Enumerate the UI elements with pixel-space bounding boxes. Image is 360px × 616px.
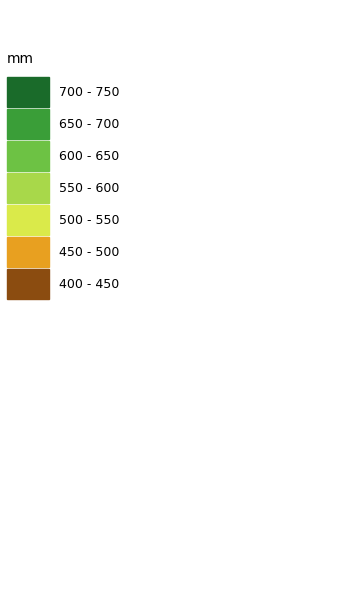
- Text: 700 - 750: 700 - 750: [59, 86, 120, 99]
- Text: 500 - 550: 500 - 550: [59, 214, 120, 227]
- Text: 400 - 450: 400 - 450: [59, 278, 120, 291]
- Bar: [7, 237, 49, 267]
- Bar: [7, 77, 49, 107]
- Bar: [7, 173, 49, 203]
- Text: mm: mm: [7, 52, 34, 66]
- Text: 600 - 650: 600 - 650: [59, 150, 120, 163]
- Bar: [7, 141, 49, 171]
- Bar: [7, 205, 49, 235]
- Text: 450 - 500: 450 - 500: [59, 246, 120, 259]
- Bar: [7, 269, 49, 299]
- Bar: [7, 109, 49, 139]
- Text: 650 - 700: 650 - 700: [59, 118, 120, 131]
- Text: 550 - 600: 550 - 600: [59, 182, 120, 195]
